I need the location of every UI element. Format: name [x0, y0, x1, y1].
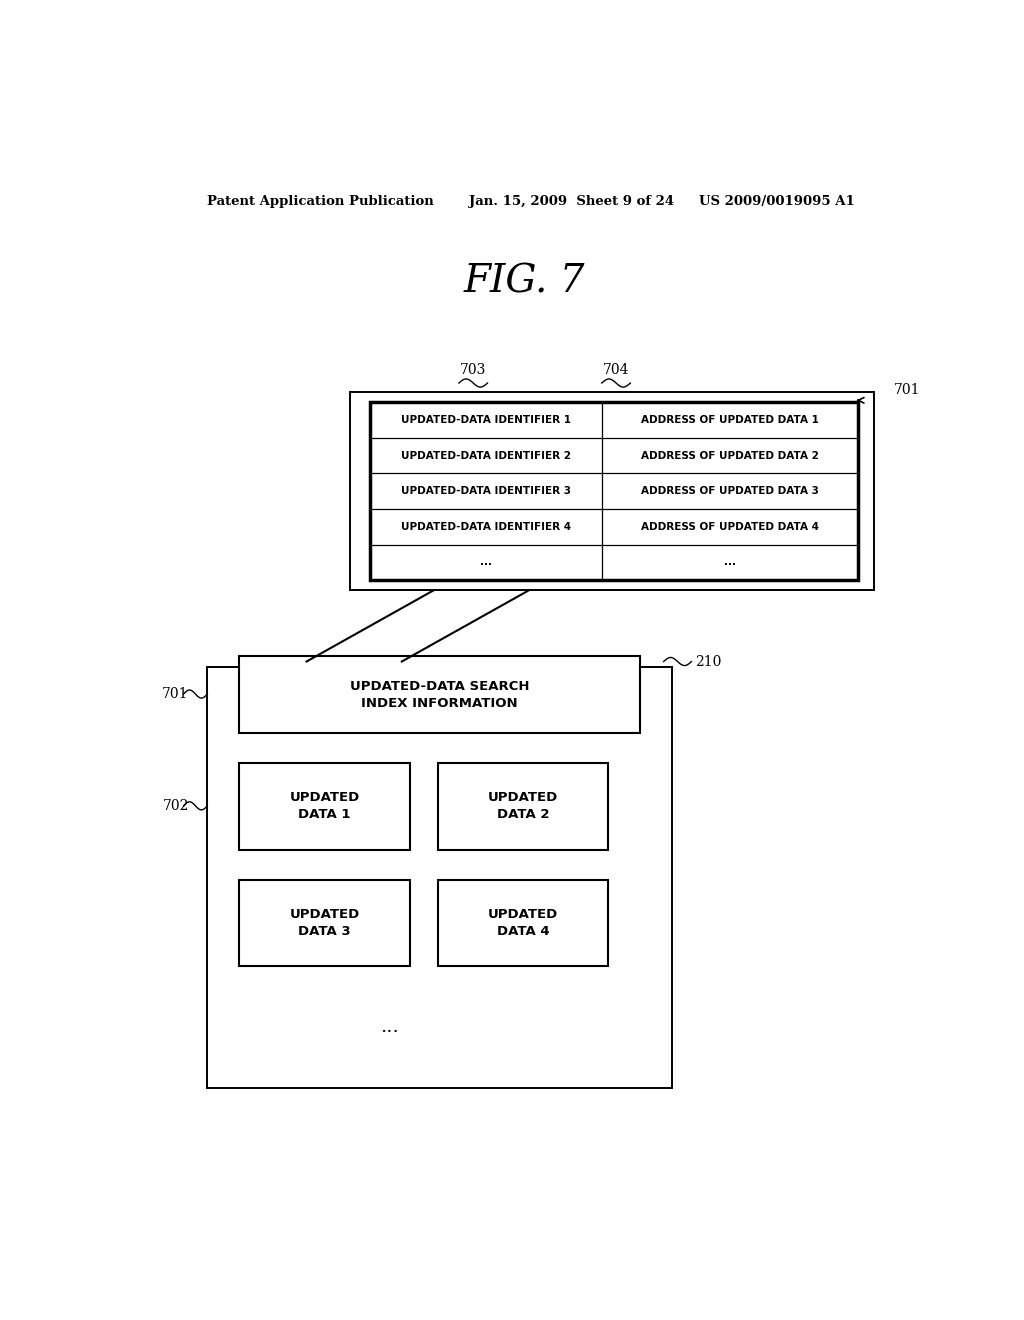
Text: ADDRESS OF UPDATED DATA 2: ADDRESS OF UPDATED DATA 2 — [641, 450, 819, 461]
Text: 701: 701 — [894, 383, 921, 397]
Text: UPDATED
DATA 1: UPDATED DATA 1 — [290, 792, 359, 821]
Text: UPDATED
DATA 4: UPDATED DATA 4 — [487, 908, 558, 939]
Text: Patent Application Publication: Patent Application Publication — [207, 194, 434, 207]
Text: 210: 210 — [695, 655, 722, 668]
Text: 702: 702 — [163, 799, 188, 813]
Text: ...: ... — [381, 1019, 399, 1036]
Text: ADDRESS OF UPDATED DATA 4: ADDRESS OF UPDATED DATA 4 — [641, 521, 819, 532]
Text: 703: 703 — [460, 363, 486, 378]
Text: UPDATED-DATA IDENTIFIER 1: UPDATED-DATA IDENTIFIER 1 — [401, 414, 571, 425]
Text: UPDATED-DATA IDENTIFIER 4: UPDATED-DATA IDENTIFIER 4 — [401, 521, 571, 532]
Text: ...: ... — [480, 557, 492, 568]
Bar — [240, 880, 410, 966]
Bar — [207, 667, 672, 1089]
Text: UPDATED-DATA IDENTIFIER 2: UPDATED-DATA IDENTIFIER 2 — [401, 450, 571, 461]
Text: 704: 704 — [603, 363, 630, 378]
Bar — [240, 763, 410, 850]
Text: UPDATED-DATA SEARCH
INDEX INFORMATION: UPDATED-DATA SEARCH INDEX INFORMATION — [350, 680, 529, 710]
Bar — [370, 403, 858, 581]
Text: US 2009/0019095 A1: US 2009/0019095 A1 — [699, 194, 855, 207]
Text: ...: ... — [724, 557, 736, 568]
Text: FIG. 7: FIG. 7 — [464, 264, 586, 301]
Bar — [437, 880, 608, 966]
Text: Jan. 15, 2009  Sheet 9 of 24: Jan. 15, 2009 Sheet 9 of 24 — [469, 194, 675, 207]
Text: UPDATED-DATA IDENTIFIER 3: UPDATED-DATA IDENTIFIER 3 — [401, 486, 571, 496]
Text: UPDATED
DATA 3: UPDATED DATA 3 — [290, 908, 359, 939]
Bar — [437, 763, 608, 850]
Text: UPDATED
DATA 2: UPDATED DATA 2 — [487, 792, 558, 821]
Text: 701: 701 — [163, 686, 188, 701]
Bar — [350, 392, 874, 590]
Text: ADDRESS OF UPDATED DATA 1: ADDRESS OF UPDATED DATA 1 — [641, 414, 819, 425]
Bar — [240, 656, 640, 733]
Text: ADDRESS OF UPDATED DATA 3: ADDRESS OF UPDATED DATA 3 — [641, 486, 819, 496]
